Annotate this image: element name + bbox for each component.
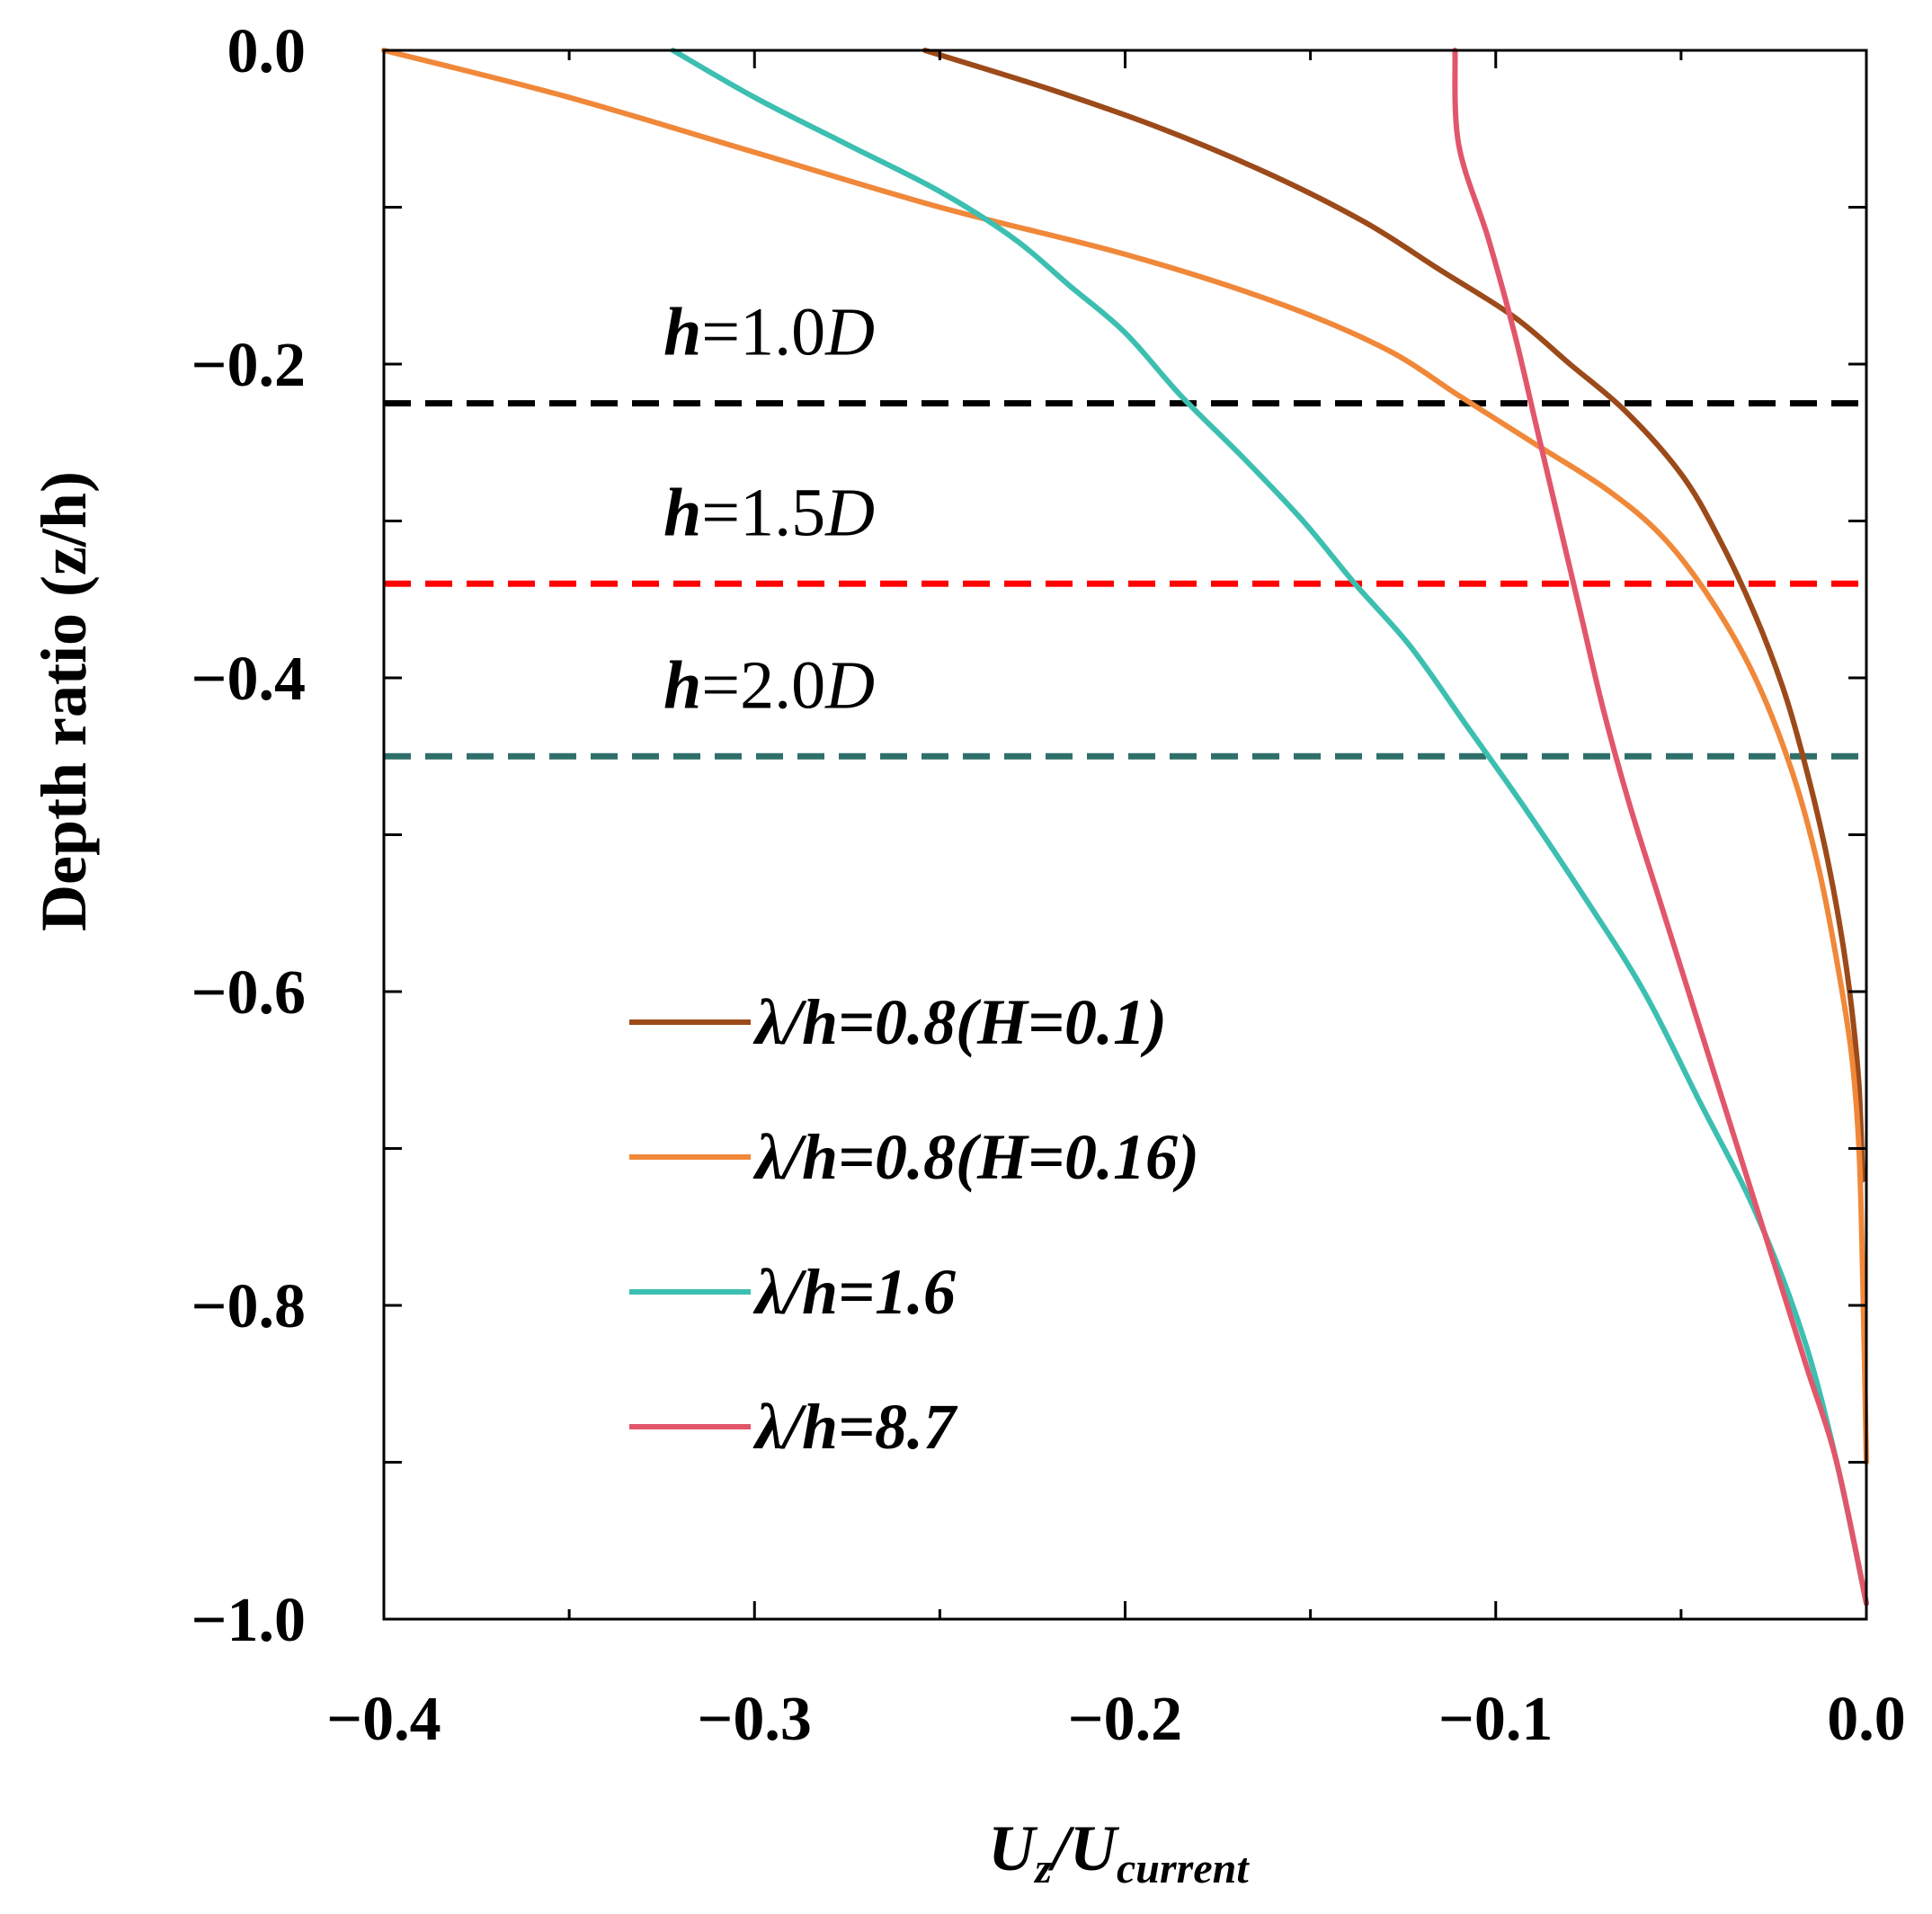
series-lines	[381, 48, 1869, 1607]
series-line	[921, 48, 1865, 1183]
x-tick-label: −0.3	[698, 1685, 812, 1754]
series-line	[381, 48, 1869, 1465]
plot-frame	[382, 49, 1868, 1621]
x-axis-title-sub1: z	[1033, 1845, 1052, 1892]
x-axis-title-sub2: current	[1117, 1845, 1250, 1892]
reference-label: h=1.0D	[663, 295, 875, 370]
axis-ticks	[382, 50, 1868, 1621]
series-line	[1452, 48, 1869, 1607]
x-tick-label: −0.2	[1068, 1685, 1182, 1754]
y-axis-title: Depth ratio (z/h)	[28, 471, 100, 931]
x-tick-label: 0.0	[1827, 1685, 1906, 1754]
y-tick-label: −0.8	[191, 1272, 306, 1341]
reference-label: h=1.5D	[663, 475, 875, 550]
series-line	[670, 48, 1869, 1607]
legend-label: λ/h=8.7	[752, 1391, 958, 1463]
legend-label: λ/h=0.8(H=0.16)	[752, 1121, 1199, 1193]
x-tick-label: −0.4	[326, 1685, 441, 1754]
x-axis-title-main: U	[988, 1812, 1038, 1884]
x-axis-title: Uz/Ucurrent	[988, 1812, 1250, 1892]
y-tick-label: −0.4	[191, 645, 306, 714]
y-tick-label: −1.0	[191, 1586, 306, 1655]
y-tick-label: −0.2	[191, 331, 306, 400]
reference-label: h=2.0D	[663, 647, 875, 723]
legend: λ/h=0.8(H=0.1) λ/h=0.8(H=0.16) λ/h=1.6 λ/h=…	[629, 986, 1199, 1463]
y-tick-label: −0.6	[191, 958, 306, 1028]
legend-label: λ/h=0.8(H=0.1)	[752, 986, 1167, 1058]
reference-lines	[384, 400, 1866, 760]
x-tick-label: −0.1	[1438, 1685, 1553, 1754]
x-axis-title-slash: /U	[1047, 1812, 1120, 1884]
reference-annotations: h=1.0D h=1.5D h=2.0D	[663, 295, 875, 724]
y-tick-label: 0.0	[227, 17, 307, 86]
tick-labels: −0.4 −0.3 −0.2 −0.1 0.0 0.0 −0.2 −0.4 −0.6 −0.8 −1…	[191, 17, 1906, 1754]
legend-label: λ/h=1.6	[752, 1256, 956, 1328]
